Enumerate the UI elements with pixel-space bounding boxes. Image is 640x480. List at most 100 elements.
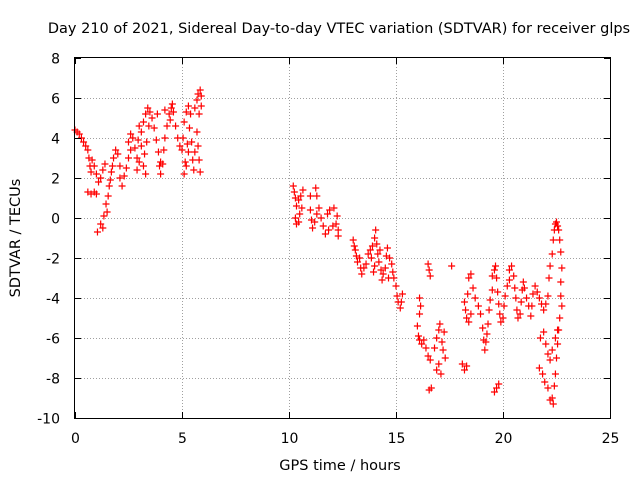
data-point [385, 274, 393, 282]
data-point [168, 100, 176, 108]
data-point [388, 260, 396, 268]
data-point [546, 356, 554, 364]
data-point [393, 292, 401, 300]
data-point [514, 314, 522, 322]
data-points [71, 86, 566, 408]
x-tick-label: 10 [281, 431, 299, 447]
y-tick-label: 6 [51, 92, 60, 108]
data-point [148, 114, 156, 122]
data-point [557, 278, 565, 286]
data-point [377, 266, 385, 274]
data-point [156, 162, 164, 170]
data-point [458, 360, 466, 368]
data-point [125, 138, 132, 146]
data-point [295, 196, 303, 204]
data-point [195, 156, 203, 164]
data-point [154, 148, 162, 156]
data-point [471, 294, 479, 302]
data-point [182, 108, 190, 116]
data-point [435, 326, 443, 334]
data-point [87, 168, 95, 176]
data-point [356, 254, 364, 262]
data-point [481, 346, 489, 354]
data-point [75, 130, 83, 138]
data-point [513, 306, 521, 314]
data-point [191, 148, 199, 156]
data-point [549, 236, 557, 244]
data-point [520, 284, 528, 292]
data-point [493, 384, 501, 392]
y-axis-label: SDTVAR / TECUs [8, 179, 24, 298]
data-point [135, 122, 143, 130]
data-point [545, 274, 553, 282]
chart-title: Day 210 of 2021, Sidereal Day-to-day VTE… [48, 21, 630, 37]
data-point [139, 118, 147, 126]
data-point [557, 248, 565, 256]
data-point [125, 154, 132, 162]
data-point [527, 312, 535, 320]
data-point [536, 334, 544, 342]
data-point [353, 258, 361, 266]
data-point [189, 156, 197, 164]
data-point [546, 396, 554, 404]
data-point [379, 270, 387, 278]
data-point [551, 334, 559, 342]
data-point [157, 170, 165, 178]
data-point [469, 284, 477, 292]
data-point [107, 168, 115, 176]
data-point [309, 224, 317, 232]
data-point [488, 286, 496, 294]
data-point [376, 246, 384, 254]
x-tick-label: 0 [71, 431, 80, 447]
data-point [448, 262, 456, 270]
data-point [315, 204, 323, 212]
data-point [516, 310, 524, 318]
data-point [127, 130, 135, 138]
data-point [510, 272, 518, 280]
data-point [554, 340, 562, 348]
data-point [364, 250, 372, 258]
data-point [556, 236, 564, 244]
data-point [197, 102, 205, 110]
data-point [172, 122, 180, 130]
data-point [505, 276, 513, 284]
data-point [139, 162, 147, 170]
data-point [82, 142, 90, 150]
data-point [544, 292, 552, 300]
data-point [180, 118, 188, 126]
data-point [321, 230, 329, 238]
data-point [544, 384, 552, 392]
data-point [190, 166, 198, 174]
data-point [554, 326, 562, 334]
data-point [540, 328, 548, 336]
data-point [161, 106, 169, 114]
data-point [152, 136, 160, 144]
data-point [486, 296, 494, 304]
data-point [167, 104, 175, 112]
data-point [499, 314, 507, 322]
data-point [360, 264, 368, 272]
data-point [176, 142, 184, 150]
data-point [185, 124, 193, 132]
data-point [418, 340, 426, 348]
data-point [133, 166, 141, 174]
data-point [371, 234, 379, 242]
data-point [187, 110, 195, 118]
data-point [295, 218, 303, 226]
data-point [417, 302, 425, 310]
data-point [383, 244, 391, 252]
data-point [496, 310, 504, 318]
data-point [184, 102, 192, 110]
data-point [92, 170, 100, 178]
data-point [441, 354, 449, 362]
data-point [194, 142, 202, 150]
data-point [557, 292, 565, 300]
data-point [165, 110, 173, 118]
data-point [433, 334, 441, 342]
data-point [101, 160, 109, 168]
data-point [556, 314, 564, 322]
data-point [350, 242, 358, 250]
data-point [306, 206, 314, 214]
data-point [467, 270, 475, 278]
